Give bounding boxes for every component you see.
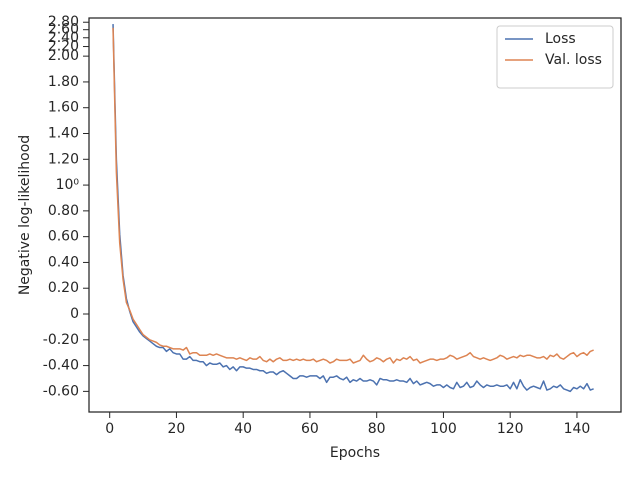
line	[112, 27, 594, 364]
y-tick-label: 2.80	[48, 14, 79, 30]
y-tick-label: 1.40	[48, 126, 79, 142]
plot-frame	[88, 17, 622, 413]
y-tick-label: 1.60	[48, 100, 79, 116]
x-tick-label: 120	[497, 421, 524, 437]
legend-label: Loss	[545, 31, 576, 47]
x-tick-label: 60	[301, 421, 319, 437]
y-tick-label: 10⁰	[56, 177, 80, 193]
y-tick-label: 0.60	[48, 229, 79, 245]
line	[112, 24, 594, 393]
y-tick-label: 0.20	[48, 280, 79, 296]
legend-label: Val. loss	[545, 52, 602, 68]
y-tick-label: 0.40	[48, 254, 79, 270]
x-tick-label: 80	[368, 421, 386, 437]
x-tick-label: 40	[234, 421, 252, 437]
x-tick-label: 20	[168, 421, 186, 437]
y-tick-label: 1.20	[48, 151, 79, 167]
x-axis-label: Epochs	[330, 445, 380, 461]
x-tick-label: 100	[430, 421, 457, 437]
y-tick-label: 2.00	[48, 48, 79, 64]
y-tick-label: 2.40	[48, 30, 79, 46]
y-tick-label: -0.20	[43, 332, 79, 348]
x-tick-label: 140	[564, 421, 591, 437]
legend-box	[496, 25, 614, 89]
y-tick-label: -0.60	[43, 383, 79, 399]
y-tick-label: 2.60	[48, 22, 79, 38]
y-axis-label: Negative log-likelihood	[17, 135, 33, 295]
y-tick-label: 1.80	[48, 74, 79, 90]
x-tick-label: 0	[105, 421, 114, 437]
y-tick-label: -0.40	[43, 358, 79, 374]
y-tick-label: 0.80	[48, 203, 79, 219]
y-tick-label: 2.20	[48, 39, 79, 55]
y-tick-label: 0	[70, 306, 79, 322]
